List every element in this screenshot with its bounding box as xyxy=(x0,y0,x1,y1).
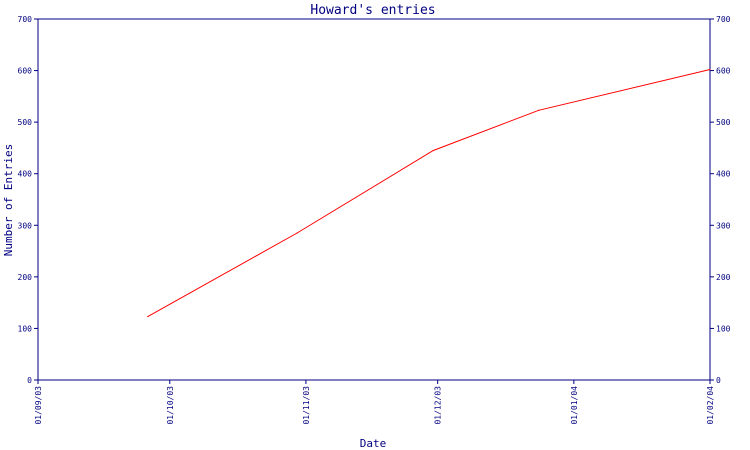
y-tick-label-right: 600 xyxy=(716,67,731,76)
y-tick-label-left: 600 xyxy=(18,67,33,76)
y-tick-label-right: 300 xyxy=(716,221,731,230)
y-tick-label-right: 100 xyxy=(716,324,731,333)
x-tick-label: 01/10/03 xyxy=(166,386,175,425)
series-layer xyxy=(147,68,711,318)
y-tick-label-right: 0 xyxy=(716,376,721,385)
series-line xyxy=(147,69,711,318)
x-tick-label: 01/09/03 xyxy=(34,386,43,425)
y-tick-label-left: 200 xyxy=(18,273,33,282)
y-tick-label-right: 400 xyxy=(716,170,731,179)
y-tick-label-left: 700 xyxy=(18,15,33,24)
y-tick-label-left: 300 xyxy=(18,221,33,230)
y-axis-left: 0 100 200 300 400 500 600 700 xyxy=(18,15,38,385)
x-tick-label: 01/02/04 xyxy=(706,386,715,425)
data-point xyxy=(147,315,149,318)
data-point xyxy=(709,68,711,71)
data-point xyxy=(432,149,434,152)
x-axis-label: Date xyxy=(360,437,387,450)
y-tick-label-left: 400 xyxy=(18,170,33,179)
y-axis-right: 0 100 200 300 400 500 600 700 xyxy=(710,15,731,385)
x-tick-label: 01/01/04 xyxy=(570,386,579,425)
y-tick-label-right: 200 xyxy=(716,273,731,282)
x-tick-label: 01/12/03 xyxy=(434,386,443,425)
y-tick-label-left: 500 xyxy=(18,118,33,127)
x-tick-label: 01/11/03 xyxy=(302,386,311,425)
plot-area-frame xyxy=(37,18,711,381)
data-point xyxy=(538,109,540,111)
chart-title: Howard's entries xyxy=(310,3,435,18)
y-tick-label-left: 0 xyxy=(27,376,32,385)
x-axis: 01/09/03 01/10/03 01/11/03 01/12/03 01/01/04… xyxy=(34,380,715,425)
y-tick-label-right: 700 xyxy=(716,15,731,24)
y-tick-label-right: 500 xyxy=(716,118,731,127)
data-point xyxy=(296,232,298,234)
y-tick-label-left: 100 xyxy=(18,324,33,333)
y-axis-label: Number of Entries xyxy=(2,144,15,257)
